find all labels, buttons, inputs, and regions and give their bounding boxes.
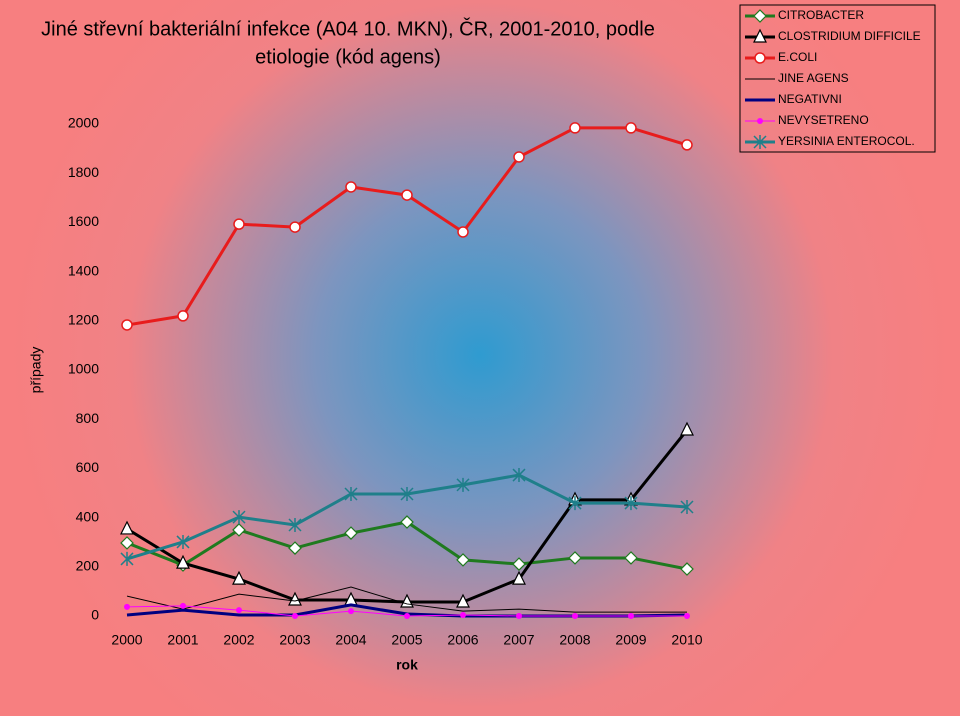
marker [684, 613, 690, 619]
marker [568, 551, 582, 565]
marker [404, 613, 410, 619]
marker [288, 591, 302, 606]
marker [624, 551, 638, 565]
marker [460, 612, 466, 619]
y-tick-label: 400 [76, 508, 100, 524]
marker [456, 477, 470, 492]
marker [344, 486, 358, 501]
y-tick-label: 1600 [68, 213, 99, 229]
marker [232, 510, 246, 525]
marker [176, 534, 190, 549]
marker [233, 218, 245, 230]
marker [345, 181, 357, 193]
marker [754, 52, 766, 64]
marker [120, 520, 134, 535]
marker [177, 310, 189, 322]
marker [232, 570, 246, 585]
marker [681, 139, 693, 151]
marker [753, 9, 767, 23]
x-tick-label: 2004 [335, 632, 366, 648]
marker [568, 496, 582, 511]
legend-label: CITROBACTER [778, 8, 864, 22]
marker [288, 541, 302, 555]
legend-label: YERSINIA ENTEROCOL. [778, 134, 915, 148]
marker [344, 526, 358, 540]
x-tick-label: 2006 [447, 632, 478, 648]
marker [348, 608, 354, 615]
y-tick-label: 2000 [68, 115, 99, 131]
marker [757, 118, 763, 124]
x-tick-label: 2000 [111, 632, 142, 648]
x-tick-label: 2009 [615, 632, 646, 648]
x-axis-label: rok [396, 657, 418, 673]
x-tick-label: 2001 [167, 632, 198, 648]
marker [400, 515, 414, 529]
marker [680, 421, 694, 436]
y-tick-label: 1000 [68, 361, 99, 377]
marker [516, 613, 522, 619]
y-tick-label: 0 [91, 607, 99, 623]
x-tick-label: 2003 [279, 632, 310, 648]
chart-title: etiologie (kód agens) [255, 46, 441, 68]
marker [236, 607, 242, 614]
marker [124, 603, 130, 610]
marker [121, 319, 133, 331]
legend-label: E.COLI [778, 50, 817, 64]
marker [625, 122, 637, 134]
marker [292, 613, 298, 619]
marker [120, 536, 134, 550]
x-tick-label: 2007 [503, 632, 534, 648]
marker [512, 468, 526, 483]
x-tick-label: 2008 [559, 632, 590, 648]
x-tick-label: 2005 [391, 632, 422, 648]
marker [401, 189, 413, 201]
marker [456, 553, 470, 567]
y-tick-label: 1200 [68, 312, 99, 328]
marker [680, 562, 694, 576]
marker [288, 517, 302, 532]
marker [628, 613, 634, 619]
marker [457, 226, 469, 238]
marker [120, 551, 134, 566]
marker [624, 496, 638, 511]
marker [513, 151, 525, 163]
marker [176, 554, 190, 569]
y-tick-label: 800 [76, 410, 100, 426]
legend-label: JINE AGENS [778, 71, 849, 85]
y-tick-label: 600 [76, 459, 100, 475]
marker [512, 557, 526, 571]
x-tick-label: 2002 [223, 632, 254, 648]
marker [456, 593, 470, 608]
legend-label: NEVYSETRENO [778, 113, 869, 127]
marker [232, 523, 246, 537]
marker [753, 28, 767, 43]
legend-label: NEGATIVNI [778, 92, 842, 106]
y-tick-label: 1400 [68, 262, 99, 278]
marker [680, 500, 694, 515]
marker [569, 122, 581, 134]
marker [180, 602, 186, 609]
marker [753, 135, 767, 149]
series-line [126, 586, 687, 613]
legend-box [739, 4, 936, 153]
marker [289, 221, 301, 233]
y-axis-label: případy [28, 347, 44, 394]
y-tick-label: 1800 [68, 164, 99, 180]
marker [400, 486, 414, 501]
y-tick-label: 200 [76, 558, 100, 574]
x-tick-label: 2010 [671, 632, 702, 648]
chart-title: Jiné střevní bakteriální infekce (A04 10… [41, 17, 655, 40]
marker [572, 613, 578, 619]
marker [512, 570, 526, 585]
legend-label: CLOSTRIDIUM DIFFICILE [778, 29, 921, 43]
